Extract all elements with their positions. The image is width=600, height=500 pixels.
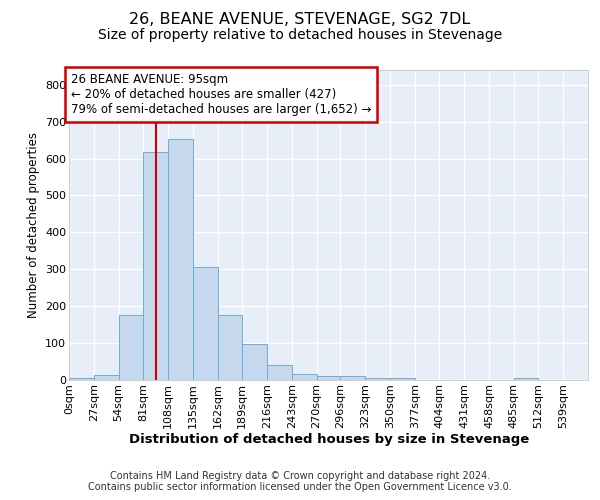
Text: Size of property relative to detached houses in Stevenage: Size of property relative to detached ho… (98, 28, 502, 42)
Bar (365, 378, 390, 380)
Bar (267, 365, 292, 380)
Bar (94, 375, 119, 380)
Text: Distribution of detached houses by size in Stevenage: Distribution of detached houses by size … (128, 432, 529, 446)
Bar (242, 344, 267, 380)
Bar (390, 378, 415, 380)
Bar (69, 378, 94, 380)
Y-axis label: Number of detached properties: Number of detached properties (26, 132, 40, 318)
Bar (143, 152, 168, 380)
Bar (218, 316, 242, 380)
Text: 26, BEANE AVENUE, STEVENAGE, SG2 7DL: 26, BEANE AVENUE, STEVENAGE, SG2 7DL (130, 12, 470, 28)
Text: Contains HM Land Registry data © Crown copyright and database right 2024.
Contai: Contains HM Land Registry data © Crown c… (88, 471, 512, 492)
Bar (514, 378, 538, 380)
Bar (168, 139, 193, 380)
Bar (340, 376, 365, 380)
Text: 26 BEANE AVENUE: 95sqm
← 20% of detached houses are smaller (427)
79% of semi-de: 26 BEANE AVENUE: 95sqm ← 20% of detached… (71, 73, 371, 116)
Bar (292, 374, 317, 380)
Bar (317, 376, 341, 380)
Bar (119, 316, 143, 380)
Bar (193, 268, 218, 380)
